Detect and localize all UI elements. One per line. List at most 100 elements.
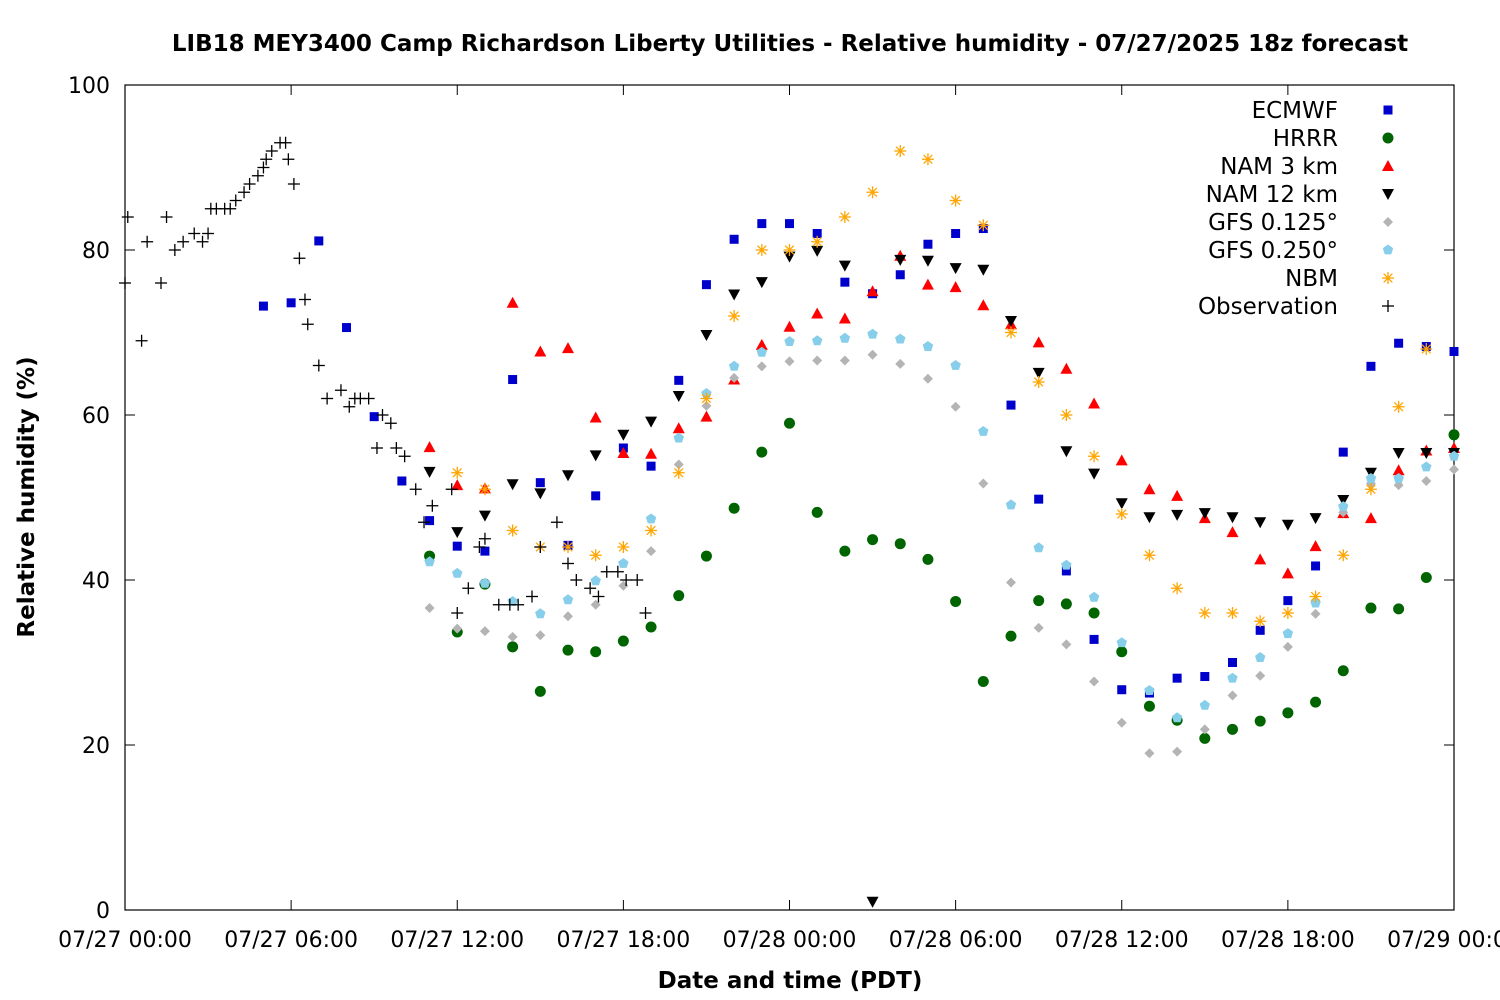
legend-label: NAM 12 km	[1206, 182, 1338, 208]
y-tick-label: 80	[82, 239, 110, 264]
series-observation	[119, 136, 652, 619]
data-point	[451, 479, 464, 491]
data-point	[600, 565, 613, 578]
data-point	[1060, 409, 1073, 421]
data-point	[617, 446, 630, 458]
data-point	[1365, 602, 1377, 614]
data-point	[1006, 577, 1016, 588]
data-point	[618, 558, 629, 568]
data-point	[949, 194, 962, 207]
data-point	[534, 685, 546, 697]
series-nbm	[451, 145, 1433, 628]
data-point	[1310, 696, 1322, 708]
legend-marker	[1382, 300, 1394, 312]
data-point	[1117, 685, 1127, 695]
data-point	[312, 359, 325, 372]
data-point	[1420, 343, 1433, 355]
data-point	[700, 550, 712, 562]
data-point	[590, 575, 601, 586]
data-point	[452, 541, 462, 551]
data-point	[1060, 598, 1072, 610]
data-point	[423, 466, 436, 478]
data-point	[1283, 596, 1293, 606]
x-tick-label: 07/27 18:00	[556, 928, 690, 953]
data-point	[783, 244, 796, 256]
data-point	[423, 441, 436, 453]
data-point	[1282, 641, 1293, 652]
data-point	[785, 219, 794, 229]
data-point	[512, 598, 525, 611]
data-point	[1310, 608, 1321, 619]
data-point	[452, 567, 463, 578]
data-point	[756, 446, 768, 458]
data-point	[314, 236, 324, 246]
data-point	[1060, 446, 1073, 458]
data-point	[867, 534, 879, 546]
data-point	[334, 384, 347, 397]
data-point	[188, 227, 201, 240]
data-point	[978, 426, 989, 436]
series-ecmwf	[258, 219, 1459, 698]
data-point	[1282, 707, 1294, 719]
data-point	[424, 603, 435, 614]
data-point	[1115, 454, 1128, 466]
data-point	[728, 289, 741, 301]
data-point	[1281, 567, 1294, 579]
data-point	[977, 219, 990, 232]
data-point	[950, 360, 961, 370]
data-point	[592, 590, 605, 603]
legend-label: Observation	[1198, 294, 1338, 320]
data-point	[1033, 542, 1044, 553]
data-point	[589, 411, 602, 423]
data-point	[1116, 637, 1127, 648]
data-point	[562, 557, 574, 570]
data-point	[257, 161, 270, 174]
data-point	[1255, 670, 1266, 681]
legend-marker	[1382, 132, 1394, 144]
data-point	[701, 280, 711, 290]
data-point	[562, 470, 574, 482]
data-point	[784, 356, 795, 367]
legend-label: GFS 0.125°	[1208, 210, 1338, 236]
data-point	[1338, 501, 1349, 511]
data-point	[342, 323, 351, 333]
data-point	[617, 541, 630, 553]
data-point	[1032, 367, 1045, 379]
legend-label: NAM 3 km	[1220, 154, 1338, 180]
data-point	[672, 422, 685, 434]
data-point	[1228, 658, 1237, 667]
data-point	[1088, 397, 1101, 409]
data-point	[921, 153, 934, 166]
data-point	[479, 577, 491, 588]
data-point	[260, 153, 273, 166]
data-point	[534, 541, 547, 553]
data-point	[1337, 549, 1350, 562]
data-point	[631, 574, 644, 586]
data-point	[1088, 450, 1101, 463]
data-point	[590, 599, 601, 610]
data-point	[1199, 699, 1210, 710]
data-point	[1171, 712, 1183, 723]
data-point	[672, 466, 685, 479]
data-point	[646, 546, 657, 557]
data-point	[590, 646, 602, 658]
data-point	[1226, 607, 1239, 619]
data-point	[1420, 447, 1433, 459]
data-point	[1393, 473, 1404, 483]
data-point	[1393, 603, 1405, 615]
y-axis-label: Relative humidity (%)	[14, 356, 40, 637]
data-point	[462, 582, 475, 595]
data-point	[1060, 362, 1073, 374]
data-point	[229, 194, 242, 207]
data-point	[526, 590, 539, 603]
data-point	[673, 459, 684, 470]
data-point	[473, 541, 486, 553]
data-point	[563, 611, 573, 622]
data-point	[620, 574, 633, 586]
data-point	[700, 410, 713, 422]
data-point	[287, 178, 300, 190]
data-point	[729, 372, 740, 383]
data-point	[1365, 473, 1377, 483]
data-point	[729, 234, 739, 244]
data-point	[728, 360, 740, 371]
